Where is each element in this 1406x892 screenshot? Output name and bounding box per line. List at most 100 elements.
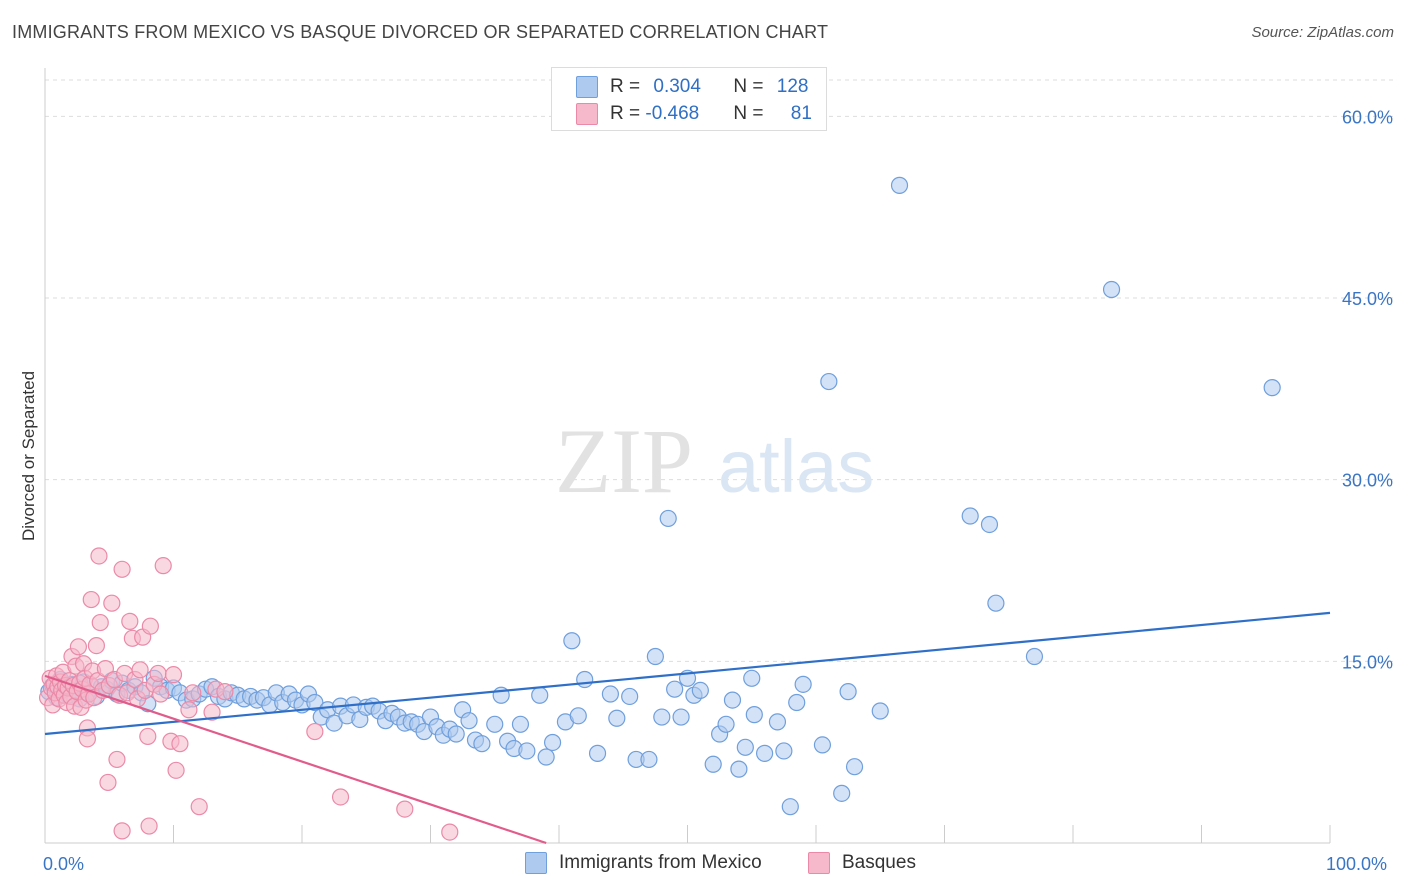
y-tick-labels: 15.0% 30.0% 45.0% 60.0%	[1342, 107, 1393, 672]
watermark-zip: ZIP	[555, 410, 693, 512]
point-basques	[154, 557, 172, 575]
point-mexico	[890, 176, 909, 194]
legend-n-label: N =	[733, 76, 769, 97]
point-mexico	[839, 683, 857, 701]
point-basques	[91, 613, 109, 632]
legend-r-label: R =	[610, 103, 646, 124]
legend-n-label: N =	[733, 103, 769, 124]
trend-line-mexico	[44, 611, 1331, 736]
legend-r-value: -0.468	[645, 103, 700, 124]
series-basques-points	[38, 547, 459, 841]
point-basques	[306, 722, 324, 741]
legend-r-label: R =	[610, 76, 646, 97]
point-basques	[121, 612, 139, 630]
point-mexico	[755, 744, 774, 762]
point-mexico	[621, 687, 639, 706]
point-basques	[99, 773, 117, 792]
legend-label-basques: Basques	[842, 852, 916, 873]
point-mexico	[608, 709, 626, 727]
legend-swatch-basques	[808, 852, 830, 874]
point-basques	[180, 701, 198, 719]
point-mexico	[730, 760, 748, 778]
point-mexico	[569, 707, 587, 725]
y-tick-label: 60.0%	[1342, 107, 1393, 127]
point-mexico	[871, 702, 889, 720]
point-mexico	[646, 647, 664, 666]
legend-label-mexico: Immigrants from Mexico	[559, 852, 762, 873]
point-basques	[69, 638, 88, 656]
point-mexico	[473, 735, 491, 753]
point-mexico	[531, 686, 549, 704]
y-tick-label: 45.0%	[1342, 289, 1393, 309]
legend-row-mexico: R = 0.304 N = 128	[576, 75, 808, 99]
point-mexico	[1263, 379, 1281, 397]
point-basques	[203, 703, 221, 721]
legend-item-mexico[interactable]: Immigrants from Mexico	[525, 852, 762, 874]
y-tick-label: 30.0%	[1342, 471, 1393, 491]
point-basques	[152, 685, 170, 703]
watermark-atlas: atlas	[718, 425, 874, 508]
point-mexico	[511, 715, 530, 733]
point-basques	[139, 727, 157, 746]
point-mexico	[325, 714, 343, 732]
point-mexico	[704, 755, 722, 773]
point-mexico	[588, 744, 607, 762]
point-basques	[216, 683, 234, 701]
point-basques	[140, 817, 158, 835]
point-basques	[103, 594, 121, 612]
point-mexico	[518, 742, 536, 760]
point-basques	[331, 788, 350, 806]
point-mexico	[833, 784, 851, 802]
point-mexico	[745, 706, 763, 724]
point-basques	[164, 666, 183, 684]
point-mexico	[640, 750, 658, 769]
point-mexico	[775, 742, 793, 760]
point-mexico	[537, 748, 555, 766]
x-tick-label-min: 0.0%	[43, 854, 84, 874]
gridlines	[45, 79, 1395, 662]
point-mexico	[659, 509, 677, 528]
trend-lines	[44, 611, 1331, 845]
point-basques	[396, 800, 414, 818]
point-basques	[131, 661, 149, 679]
point-mexico	[460, 712, 478, 730]
point-mexico	[717, 715, 735, 733]
legend-row-basques: R = -0.468 N = 81	[576, 102, 812, 126]
legend-swatch-basques	[576, 103, 598, 125]
point-basques	[441, 823, 459, 841]
point-mexico	[723, 691, 742, 709]
point-mexico	[601, 685, 620, 703]
legend-n-value: 81	[790, 103, 812, 124]
legend-n-value: 128	[776, 76, 809, 97]
point-mexico	[781, 798, 799, 816]
y-axis-label: Divorced or Separated	[19, 371, 38, 541]
point-mexico	[543, 733, 562, 752]
trend-line-basques	[44, 674, 547, 845]
point-basques	[90, 547, 108, 565]
point-mexico	[576, 670, 594, 689]
chart-title: IMMIGRANTS FROM MEXICO VS BASQUE DIVORCE…	[12, 22, 829, 42]
x-tick-labels: 0.0% 100.0%	[43, 854, 1387, 874]
point-mexico	[672, 708, 690, 726]
point-mexico	[845, 758, 864, 776]
source-label: Source: ZipAtlas.com	[1251, 24, 1394, 41]
point-mexico	[486, 715, 504, 733]
series-legend: Immigrants from Mexico Basques	[0, 852, 1406, 878]
point-mexico	[1102, 280, 1121, 299]
point-mexico	[987, 594, 1005, 612]
point-basques	[171, 735, 189, 753]
point-basques	[113, 560, 131, 578]
legend-swatch-mexico	[576, 76, 598, 98]
point-basques	[184, 684, 202, 702]
point-mexico	[743, 669, 761, 687]
point-mexico	[447, 725, 465, 743]
point-basques	[190, 798, 208, 816]
point-basques	[78, 730, 97, 748]
legend-item-basques[interactable]: Basques	[808, 852, 916, 874]
point-basques	[87, 636, 106, 655]
legend-swatch-mexico	[525, 852, 547, 874]
point-mexico	[563, 632, 581, 650]
point-basques	[108, 750, 126, 769]
point-mexico	[653, 708, 671, 726]
